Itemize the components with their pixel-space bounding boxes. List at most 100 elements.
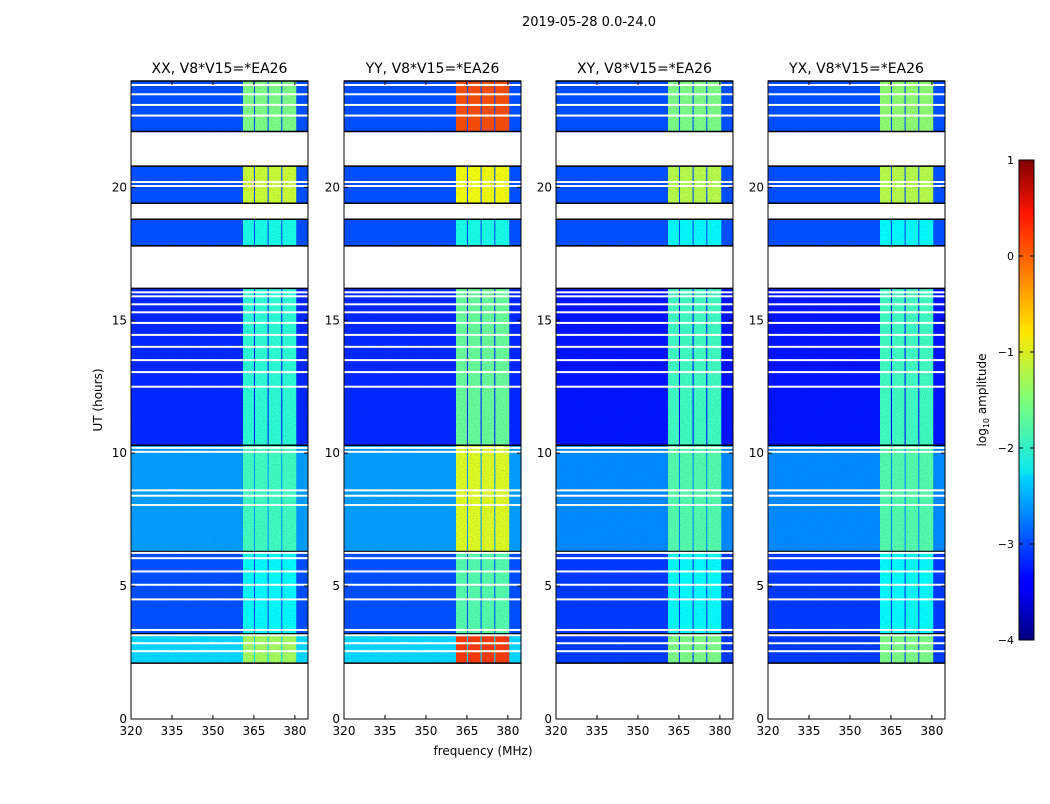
flagged-row: [556, 291, 733, 294]
flagged-row: [556, 628, 733, 631]
flagged-row: [768, 114, 945, 117]
flagged-row: [131, 114, 308, 117]
flagged-row: [768, 295, 945, 298]
flagged-row: [131, 371, 308, 374]
flagged-row: [768, 321, 945, 324]
panel-3: XY, V8*V15=*EA26 320 335 350 365 380 0 5 10 15 20: [537, 61, 734, 738]
x-tick-label: 320: [333, 724, 356, 738]
noise-overlay: [131, 551, 308, 634]
noise-overlay: [556, 551, 733, 634]
flagged-row: [344, 489, 521, 492]
flagged-row: [768, 557, 945, 560]
colorbar-tick-label: 1: [1007, 154, 1014, 167]
flagged-row: [768, 551, 945, 554]
noise-overlay: [344, 445, 521, 552]
flagged-row: [768, 642, 945, 645]
y-axis-label: UT (hours): [91, 368, 105, 431]
y-tick-label: 5: [756, 579, 764, 593]
y-tick-label: 20: [537, 180, 552, 194]
flagged-row: [556, 450, 733, 453]
flagged-row: [344, 103, 521, 106]
flagged-row: [131, 450, 308, 453]
colorbar-label: log10 amplitude: [975, 354, 991, 447]
flagged-row: [556, 333, 733, 336]
heatmap-cells: [768, 80, 945, 664]
flagged-row: [131, 321, 308, 324]
flagged-row: [344, 333, 521, 336]
y-tick-label: 10: [112, 446, 127, 460]
noise-overlay: [768, 633, 945, 664]
y-tick-label: 10: [537, 446, 552, 460]
plot-frame: [555, 80, 734, 720]
flagged-row: [556, 489, 733, 492]
noise-overlay: [768, 551, 945, 634]
noise-overlay: [344, 288, 521, 446]
flagged-row: [556, 295, 733, 298]
flagged-row: [131, 303, 308, 306]
noise-overlay: [131, 445, 308, 552]
flagged-row: [556, 642, 733, 645]
noise-overlay: [344, 219, 521, 246]
plot-frame: [343, 80, 522, 720]
colorbar-tick-label: −3: [998, 538, 1014, 551]
flagged-row: [344, 311, 521, 314]
flagged-row: [556, 83, 733, 86]
flagged-row: [344, 359, 521, 362]
y-tick-label: 5: [544, 579, 552, 593]
flagged-row: [344, 181, 521, 184]
flagged-row: [344, 321, 521, 324]
flagged-row: [131, 83, 308, 86]
flagged-row: [556, 494, 733, 497]
flagged-row: [131, 181, 308, 184]
suptitle: 2019-05-28 0.0-24.0: [522, 15, 656, 30]
flagged-row: [131, 185, 308, 188]
y-tick-label: 20: [749, 180, 764, 194]
flagged-row: [768, 634, 945, 637]
y-tick-label: 15: [749, 313, 764, 327]
heatmap-cells: [344, 80, 521, 664]
flagged-row: [344, 345, 521, 348]
flagged-row: [131, 642, 308, 645]
flagged-row: [344, 295, 521, 298]
noise-overlay: [344, 166, 521, 204]
flagged-row: [768, 628, 945, 631]
flagged-row: [556, 93, 733, 96]
flagged-row: [344, 385, 521, 388]
x-tick-label: 335: [586, 724, 609, 738]
noise-overlay: [344, 81, 521, 132]
flagged-row: [556, 114, 733, 117]
flagged-row: [344, 634, 521, 637]
x-tick-label: 380: [708, 724, 731, 738]
x-axis-label: frequency (MHz): [433, 744, 532, 758]
noise-overlay: [556, 288, 733, 446]
x-tick-label: 350: [414, 724, 437, 738]
y-tick-label: 15: [537, 313, 552, 327]
x-tick-label: 380: [920, 724, 943, 738]
flagged-row: [344, 446, 521, 449]
noise-overlay: [768, 219, 945, 246]
flagged-row: [556, 650, 733, 653]
x-tick-label: 350: [201, 724, 224, 738]
noise-overlay: [556, 81, 733, 132]
noise-overlay: [131, 81, 308, 132]
panel-2: YY, V8*V15=*EA26 320 335 350 365 380 0 5 10 15 20: [325, 61, 522, 738]
y-tick-label: 20: [325, 180, 340, 194]
flagged-row: [768, 303, 945, 306]
flagged-row: [131, 93, 308, 96]
heatmap-cells: [131, 80, 308, 664]
noise-overlay: [556, 633, 733, 664]
noise-overlay: [131, 166, 308, 204]
y-tick-label: 10: [749, 446, 764, 460]
flagged-row: [556, 371, 733, 374]
flagged-row: [768, 570, 945, 573]
colorbar-tick-label: −1: [998, 346, 1014, 359]
colorbar: log10 amplitude 1 0 −1 −2 −3 −4: [975, 154, 1035, 647]
flagged-row: [344, 185, 521, 188]
flagged-row: [768, 385, 945, 388]
flagged-row: [556, 570, 733, 573]
noise-overlay: [556, 166, 733, 204]
flagged-row: [344, 371, 521, 374]
flagged-row: [768, 371, 945, 374]
